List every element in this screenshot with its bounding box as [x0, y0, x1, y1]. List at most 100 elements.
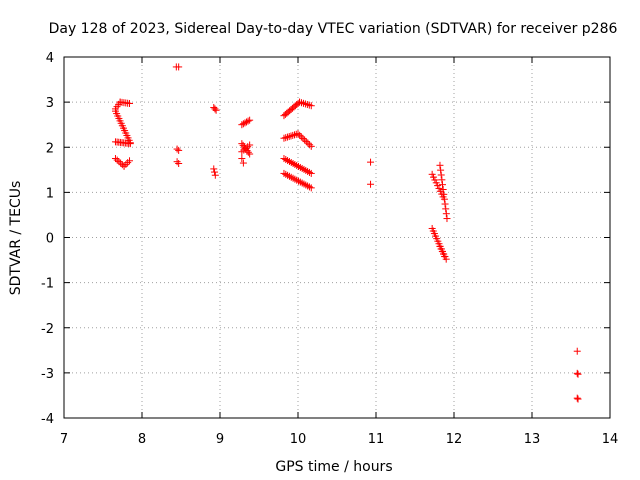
y-tick-label: -1: [41, 277, 54, 292]
y-tick-label: -4: [41, 412, 54, 427]
data-point: [298, 164, 306, 172]
data-point: [300, 165, 308, 173]
data-point: [296, 163, 304, 171]
data-point: [289, 131, 297, 139]
y-axis-title: SDTVAR / TECUs: [8, 181, 24, 296]
data-point: [124, 159, 132, 167]
data-point: [210, 165, 218, 173]
data-point: [443, 215, 451, 223]
data-point: [442, 205, 450, 213]
data-point: [302, 138, 310, 146]
data-point: [300, 180, 308, 188]
data-point: [113, 156, 121, 164]
data-point: [285, 158, 293, 166]
data-point: [173, 145, 181, 153]
data-point: [293, 161, 301, 169]
data-point: [442, 210, 450, 218]
data-point: [289, 159, 297, 167]
x-tick-label: 8: [138, 432, 146, 447]
data-point: [211, 105, 219, 113]
x-tick-label: 12: [446, 432, 463, 447]
data-point: [574, 395, 582, 403]
data-point: [297, 133, 305, 141]
x-tick-label: 13: [524, 432, 541, 447]
data-point: [304, 139, 312, 147]
data-point: [175, 146, 183, 154]
data-point: [285, 133, 293, 141]
data-point: [439, 181, 447, 189]
data-point: [442, 255, 450, 263]
data-point: [244, 117, 252, 125]
data-point: [440, 195, 448, 203]
data-point: [246, 141, 254, 149]
y-tick-label: 0: [46, 232, 54, 247]
data-point: [282, 156, 290, 164]
data-point: [295, 162, 303, 170]
y-tick-label: 1: [46, 186, 54, 201]
data-points: [111, 63, 582, 403]
y-tick-label: 4: [46, 51, 54, 66]
data-point: [239, 159, 247, 167]
data-point: [573, 394, 581, 402]
data-point: [287, 132, 295, 140]
y-tick-label: -3: [41, 367, 54, 382]
data-point: [307, 142, 315, 150]
data-point: [287, 173, 295, 181]
x-axis-title: GPS time / hours: [275, 459, 392, 475]
data-point: [282, 134, 290, 142]
data-point: [283, 133, 291, 141]
data-point: [298, 179, 306, 187]
data-point: [238, 121, 246, 129]
data-point: [211, 171, 219, 179]
data-point: [302, 181, 310, 189]
data-point: [574, 370, 582, 378]
data-point: [292, 130, 300, 138]
data-point: [239, 120, 247, 128]
data-point: [302, 166, 310, 174]
chart-title: Day 128 of 2023, Sidereal Day-to-day VTE…: [49, 21, 618, 37]
data-point: [212, 106, 220, 114]
data-point: [573, 347, 581, 355]
data-point: [307, 169, 315, 177]
data-point: [305, 183, 313, 191]
data-point: [126, 140, 134, 148]
data-point: [295, 177, 303, 185]
data-point: [307, 102, 315, 110]
data-point: [367, 158, 375, 166]
data-point: [439, 186, 447, 194]
x-tick-label: 7: [60, 432, 68, 447]
data-point: [117, 159, 125, 167]
data-point: [287, 159, 295, 167]
data-point: [291, 160, 299, 168]
data-point: [175, 159, 183, 167]
data-point: [241, 119, 249, 127]
data-point: [280, 134, 288, 142]
data-point: [211, 168, 219, 176]
x-tick-label: 14: [602, 432, 619, 447]
data-point: [282, 170, 290, 178]
data-point: [367, 180, 375, 188]
data-point: [306, 141, 314, 149]
data-point: [246, 116, 254, 124]
data-point: [438, 176, 446, 184]
data-point: [126, 99, 134, 107]
data-point: [441, 200, 449, 208]
data-point: [307, 184, 315, 192]
y-tick-label: -2: [41, 322, 54, 337]
data-point: [296, 178, 304, 186]
data-point: [280, 169, 288, 177]
data-point: [284, 157, 292, 165]
data-point: [573, 369, 581, 377]
data-point: [437, 171, 445, 179]
data-point: [305, 168, 313, 176]
data-point: [243, 118, 251, 126]
data-point: [126, 157, 134, 165]
data-point: [280, 155, 288, 163]
data-point: [244, 148, 252, 156]
grid: [64, 57, 610, 418]
data-point: [115, 158, 123, 166]
y-tick-label: 3: [46, 96, 54, 111]
x-tick-label: 11: [368, 432, 385, 447]
